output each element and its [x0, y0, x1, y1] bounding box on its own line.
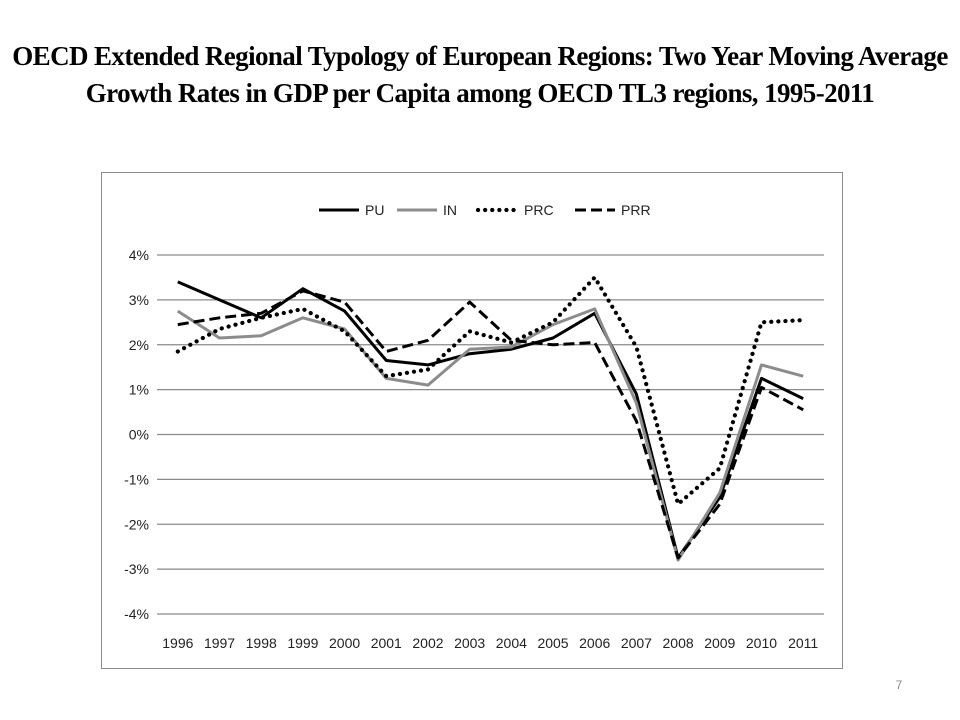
- y-tick-label: -2%: [124, 516, 149, 532]
- line-chart: 4% 3% 2% 1% 0% -1% -2% -3% -4% 1996 1997 1998 1999 2…: [124, 202, 824, 651]
- y-tick-label: 1%: [129, 382, 149, 398]
- series-lines: [175, 275, 806, 562]
- x-tick-label: 2008: [663, 635, 694, 651]
- y-tick-label: -1%: [124, 471, 149, 487]
- series-line-prc: [175, 275, 806, 507]
- slide-title-line-2: Growth Rates in GDP per Capita among OEC…: [85, 78, 875, 108]
- series-line-pu: [177, 280, 804, 560]
- x-tick-label: 2010: [746, 635, 777, 651]
- y-tick-label: 2%: [129, 337, 149, 353]
- x-tick-label: 1998: [246, 635, 277, 651]
- x-tick-label: 2009: [704, 635, 735, 651]
- slide-title-line-1: OECD Extended Regional Typology of Europ…: [12, 41, 948, 71]
- legend: PU IN PRC PRR: [319, 202, 651, 218]
- y-tick-label: -3%: [124, 561, 149, 577]
- legend-label-prr: PRR: [621, 202, 651, 218]
- x-tick-label: 1997: [204, 635, 235, 651]
- slide-title: OECD Extended Regional Typology of Europ…: [0, 38, 960, 112]
- x-tick-label: 2001: [371, 635, 402, 651]
- x-tick-label: 2006: [579, 635, 610, 651]
- x-tick-label: 2002: [412, 635, 443, 651]
- legend-label-prc: PRC: [524, 202, 554, 218]
- legend-label-in: IN: [443, 202, 457, 218]
- x-tick-label: 2003: [454, 635, 485, 651]
- x-tick-label: 2000: [329, 635, 360, 651]
- x-axis-tick-labels: 1996 1997 1998 1999 2000 2001 2002 2003 2004 2005…: [162, 635, 818, 651]
- series-line-prr: [177, 289, 804, 560]
- legend-label-pu: PU: [365, 202, 384, 218]
- page-number: 7: [895, 678, 903, 692]
- y-tick-label: 4%: [129, 247, 149, 263]
- x-tick-label: 1996: [162, 635, 193, 651]
- y-tick-label: 3%: [129, 292, 149, 308]
- y-tick-label: -4%: [124, 606, 149, 622]
- x-tick-label: 2004: [496, 635, 527, 651]
- y-tick-label: 0%: [129, 427, 149, 443]
- series-line-in: [176, 307, 804, 562]
- x-tick-label: 1999: [287, 635, 318, 651]
- x-tick-label: 2005: [537, 635, 568, 651]
- grid-lines: [157, 254, 824, 615]
- chart-frame: 4% 3% 2% 1% 0% -1% -2% -3% -4% 1996 1997 1998 1999 2…: [101, 172, 843, 669]
- x-tick-label: 2011: [788, 635, 818, 651]
- y-axis-tick-labels: 4% 3% 2% 1% 0% -1% -2% -3% -4%: [124, 247, 149, 622]
- x-tick-label: 2007: [621, 635, 652, 651]
